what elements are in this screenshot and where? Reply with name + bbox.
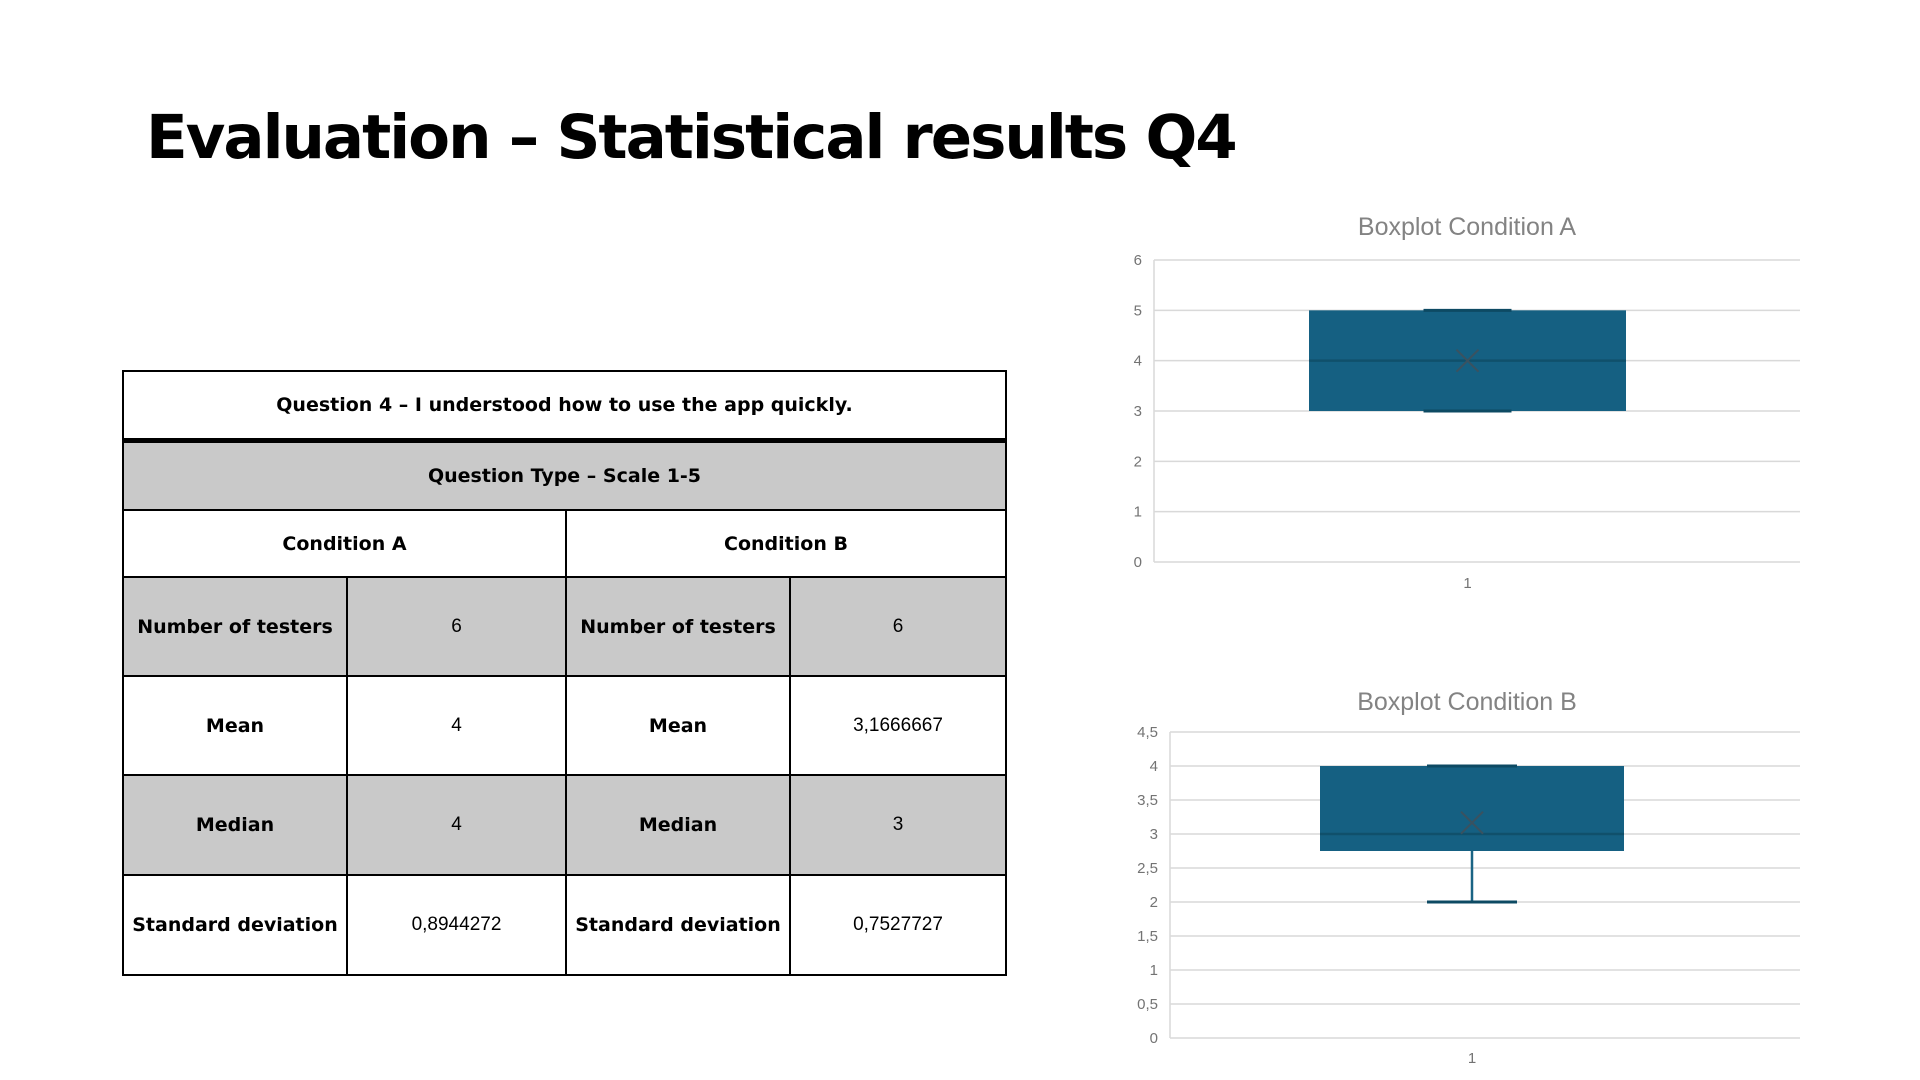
- stat-value-cell: 6: [789, 576, 1007, 677]
- y-tick-label: 6: [1134, 252, 1142, 269]
- y-tick-label: 0,5: [1137, 996, 1158, 1013]
- slide-title: Evaluation – Statistical results Q4: [146, 102, 1238, 173]
- stat-value-cell: 0,8944272: [346, 874, 567, 976]
- y-tick-label: 3,5: [1137, 792, 1158, 809]
- y-tick-label: 1: [1150, 962, 1158, 979]
- stat-label-cell: Standard deviation: [565, 874, 791, 976]
- chart-title: Boxplot Condition B: [1357, 688, 1577, 716]
- chart-title: Boxplot Condition A: [1357, 213, 1577, 241]
- stats-table: Question 4 – I understood how to use the…: [122, 370, 1007, 976]
- y-tick-label: 2,5: [1137, 860, 1158, 877]
- x-tick-label: 1: [1468, 1050, 1476, 1067]
- stat-value-cell: 3,1666667: [789, 675, 1007, 776]
- y-tick-label: 3: [1134, 403, 1142, 420]
- stat-label-cell: Median: [565, 774, 791, 876]
- y-tick-label: 2: [1150, 894, 1158, 911]
- stat-label-cell: Median: [122, 774, 348, 876]
- stat-value-cell: 4: [346, 675, 567, 776]
- stat-label-cell: Mean: [122, 675, 348, 776]
- table-row-conditions: Condition A Condition B: [122, 509, 1007, 578]
- y-tick-label: 0: [1134, 554, 1142, 571]
- stat-value-cell: 0,7527727: [789, 874, 1007, 976]
- question-header-cell: Question 4 – I understood how to use the…: [122, 370, 1007, 443]
- table-row-stddev: Standard deviation 0,8944272 Standard de…: [122, 874, 1007, 976]
- y-tick-label: 1: [1134, 504, 1142, 521]
- y-tick-label: 2: [1134, 453, 1142, 470]
- stat-label-cell: Number of testers: [122, 576, 348, 677]
- table-row-testers: Number of testers 6 Number of testers 6: [122, 576, 1007, 677]
- boxplot-condition-a: Boxplot Condition A 0 1 2 3 4 5 6 1: [1100, 205, 1820, 605]
- y-tick-label: 5: [1134, 302, 1142, 319]
- stat-label-cell: Mean: [565, 675, 791, 776]
- boxplot-condition-b: Boxplot Condition B 0 0,5 1 1,5 2 2,5 3 3,5 4 4,5…: [1100, 680, 1820, 1080]
- stat-value-cell: 4: [346, 774, 567, 876]
- table-row-median: Median 4 Median 3: [122, 774, 1007, 876]
- boxplot-canvas: 0 0,5 1 1,5 2 2,5 3 3,5 4 4,5 1: [1137, 724, 1800, 1067]
- condition-b-header-cell: Condition B: [565, 509, 1007, 578]
- stat-label-cell: Standard deviation: [122, 874, 348, 976]
- stat-label-cell: Number of testers: [565, 576, 791, 677]
- mean-marker: [1460, 810, 1484, 835]
- box: [1320, 766, 1624, 851]
- stat-value-cell: 6: [346, 576, 567, 677]
- table-row-question-type: Question Type – Scale 1-5: [122, 439, 1007, 511]
- question-type-cell: Question Type – Scale 1-5: [122, 439, 1007, 511]
- boxplot-canvas: 0 1 2 3 4 5 6 1: [1134, 252, 1800, 592]
- y-tick-label: 3: [1150, 826, 1158, 843]
- condition-a-header-cell: Condition A: [122, 509, 567, 578]
- y-tick-label: 4,5: [1137, 724, 1158, 741]
- y-tick-label: 0: [1150, 1030, 1158, 1047]
- y-tick-label: 1,5: [1137, 928, 1158, 945]
- table-row-mean: Mean 4 Mean 3,1666667: [122, 675, 1007, 776]
- x-tick-label: 1: [1463, 575, 1471, 592]
- table-row-question: Question 4 – I understood how to use the…: [122, 370, 1007, 443]
- stat-value-cell: 3: [789, 774, 1007, 876]
- mean-marker: [1455, 348, 1480, 373]
- y-tick-label: 4: [1134, 353, 1142, 370]
- y-tick-label: 4: [1150, 758, 1158, 775]
